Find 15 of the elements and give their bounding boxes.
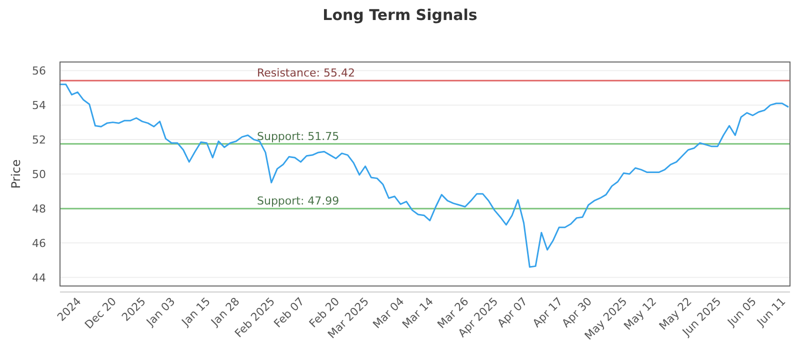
x-tick-label: Jan 03 — [143, 294, 178, 330]
y-tick-label: 44 — [32, 271, 46, 284]
y-tick-label: 52 — [32, 134, 46, 147]
chart-title: Long Term Signals — [322, 6, 478, 24]
y-axis-title: Price — [9, 159, 23, 189]
ref-line-label: Support: 47.99 — [257, 194, 340, 208]
y-tick-label: 50 — [32, 168, 46, 181]
y-tick-label: 56 — [32, 64, 46, 78]
y-tick-label: 46 — [32, 236, 46, 250]
line-series — [59, 84, 789, 268]
y-tick-label: 48 — [32, 202, 46, 216]
y-tick-label: 54 — [32, 99, 46, 112]
x-tick-label: Dec 20 — [82, 294, 119, 332]
ref-line-label: Resistance: 55.42 — [257, 66, 355, 80]
ref-line-label: Support: 51.75 — [257, 130, 340, 143]
